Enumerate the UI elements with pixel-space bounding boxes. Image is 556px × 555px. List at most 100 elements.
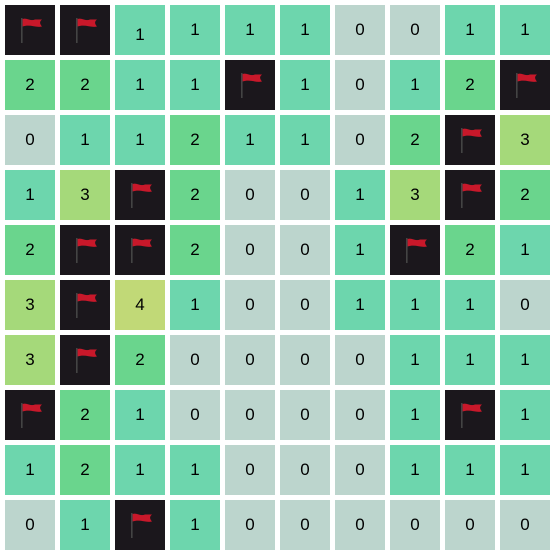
number-cell[interactable]: 1 bbox=[500, 225, 550, 275]
number-cell[interactable]: 1 bbox=[170, 5, 220, 55]
number-cell[interactable]: 1 bbox=[500, 445, 550, 495]
number-cell[interactable]: 0 bbox=[170, 335, 220, 385]
number-cell[interactable]: 1 bbox=[445, 5, 495, 55]
number-cell[interactable]: 1 bbox=[170, 60, 220, 110]
number-cell[interactable]: 3 bbox=[390, 170, 440, 220]
flagged-cell[interactable] bbox=[60, 280, 110, 330]
number-cell[interactable]: 0 bbox=[280, 225, 330, 275]
number-cell[interactable]: 1 bbox=[390, 445, 440, 495]
number-cell[interactable]: 2 bbox=[445, 60, 495, 110]
number-cell[interactable]: 1 bbox=[5, 445, 55, 495]
number-cell[interactable]: 0 bbox=[445, 500, 495, 550]
number-cell[interactable]: 1 bbox=[500, 390, 550, 440]
number-cell[interactable]: 0 bbox=[335, 60, 385, 110]
number-cell[interactable]: 0 bbox=[280, 335, 330, 385]
flagged-cell[interactable] bbox=[60, 335, 110, 385]
flagged-cell[interactable] bbox=[60, 225, 110, 275]
number-cell[interactable]: 0 bbox=[390, 500, 440, 550]
number-cell[interactable]: 1 bbox=[445, 445, 495, 495]
number-cell[interactable]: 0 bbox=[280, 445, 330, 495]
number-cell[interactable]: 2 bbox=[60, 60, 110, 110]
number-cell[interactable]: 2 bbox=[170, 225, 220, 275]
number-cell[interactable]: 3 bbox=[500, 115, 550, 165]
flagged-cell[interactable] bbox=[445, 390, 495, 440]
number-cell[interactable]: 2 bbox=[390, 115, 440, 165]
number-cell[interactable]: 0 bbox=[225, 335, 275, 385]
number-cell[interactable]: 1 bbox=[335, 280, 385, 330]
number-cell[interactable]: 1 bbox=[170, 500, 220, 550]
number-cell[interactable]: 3 bbox=[60, 170, 110, 220]
number-cell[interactable]: 1 bbox=[60, 115, 110, 165]
number-cell[interactable]: 2 bbox=[170, 115, 220, 165]
number-cell[interactable]: 2 bbox=[500, 170, 550, 220]
number-cell[interactable]: 0 bbox=[335, 335, 385, 385]
number-cell[interactable]: 1 bbox=[225, 5, 275, 55]
number-cell[interactable]: 0 bbox=[500, 280, 550, 330]
number-cell[interactable]: 2 bbox=[445, 225, 495, 275]
number-cell[interactable]: 1 bbox=[115, 5, 165, 55]
number-cell[interactable]: 0 bbox=[5, 500, 55, 550]
number-cell[interactable]: 0 bbox=[390, 5, 440, 55]
number-cell[interactable]: 2 bbox=[60, 390, 110, 440]
number-cell[interactable]: 3 bbox=[5, 280, 55, 330]
number-cell[interactable]: 1 bbox=[390, 60, 440, 110]
number-cell[interactable]: 0 bbox=[500, 500, 550, 550]
number-cell[interactable]: 1 bbox=[225, 115, 275, 165]
number-cell[interactable]: 2 bbox=[5, 60, 55, 110]
number-cell[interactable]: 1 bbox=[115, 390, 165, 440]
number-cell[interactable]: 4 bbox=[115, 280, 165, 330]
number-cell[interactable]: 2 bbox=[5, 225, 55, 275]
flagged-cell[interactable] bbox=[115, 225, 165, 275]
number-cell[interactable]: 1 bbox=[170, 280, 220, 330]
flagged-cell[interactable] bbox=[500, 60, 550, 110]
number-cell[interactable]: 1 bbox=[115, 115, 165, 165]
number-cell[interactable]: 2 bbox=[60, 445, 110, 495]
number-cell[interactable]: 0 bbox=[225, 500, 275, 550]
number-cell[interactable]: 1 bbox=[170, 445, 220, 495]
number-cell[interactable]: 1 bbox=[280, 115, 330, 165]
flagged-cell[interactable] bbox=[115, 170, 165, 220]
number-cell[interactable]: 0 bbox=[225, 170, 275, 220]
number-cell[interactable]: 1 bbox=[280, 5, 330, 55]
number-cell[interactable]: 1 bbox=[445, 280, 495, 330]
number-cell[interactable]: 1 bbox=[5, 170, 55, 220]
number-cell[interactable]: 0 bbox=[5, 115, 55, 165]
number-cell[interactable]: 0 bbox=[280, 500, 330, 550]
number-cell[interactable]: 0 bbox=[225, 225, 275, 275]
number-cell[interactable]: 0 bbox=[280, 390, 330, 440]
number-cell[interactable]: 1 bbox=[445, 335, 495, 385]
number-cell[interactable]: 1 bbox=[390, 390, 440, 440]
number-cell[interactable]: 0 bbox=[335, 115, 385, 165]
flagged-cell[interactable] bbox=[390, 225, 440, 275]
flagged-cell[interactable] bbox=[5, 390, 55, 440]
number-cell[interactable]: 0 bbox=[225, 390, 275, 440]
number-cell[interactable]: 1 bbox=[500, 335, 550, 385]
flagged-cell[interactable] bbox=[445, 115, 495, 165]
number-cell[interactable]: 2 bbox=[170, 170, 220, 220]
number-cell[interactable]: 1 bbox=[60, 500, 110, 550]
number-cell[interactable]: 0 bbox=[280, 280, 330, 330]
flagged-cell[interactable] bbox=[60, 5, 110, 55]
flagged-cell[interactable] bbox=[225, 60, 275, 110]
number-cell[interactable]: 0 bbox=[225, 280, 275, 330]
number-cell[interactable]: 2 bbox=[115, 335, 165, 385]
number-cell[interactable]: 1 bbox=[280, 60, 330, 110]
number-cell[interactable]: 0 bbox=[225, 445, 275, 495]
number-cell[interactable]: 1 bbox=[390, 280, 440, 330]
number-cell[interactable]: 0 bbox=[335, 5, 385, 55]
number-cell[interactable]: 0 bbox=[280, 170, 330, 220]
flagged-cell[interactable] bbox=[445, 170, 495, 220]
number-cell[interactable]: 1 bbox=[115, 445, 165, 495]
number-cell[interactable]: 1 bbox=[335, 225, 385, 275]
number-cell[interactable]: 0 bbox=[335, 390, 385, 440]
number-cell[interactable]: 1 bbox=[335, 170, 385, 220]
number-cell[interactable]: 1 bbox=[115, 60, 165, 110]
number-cell[interactable]: 1 bbox=[390, 335, 440, 385]
number-cell[interactable]: 0 bbox=[335, 445, 385, 495]
flagged-cell[interactable] bbox=[115, 500, 165, 550]
number-cell[interactable]: 3 bbox=[5, 335, 55, 385]
number-cell[interactable]: 1 bbox=[500, 5, 550, 55]
flagged-cell[interactable] bbox=[5, 5, 55, 55]
number-cell[interactable]: 0 bbox=[170, 390, 220, 440]
number-cell[interactable]: 0 bbox=[335, 500, 385, 550]
